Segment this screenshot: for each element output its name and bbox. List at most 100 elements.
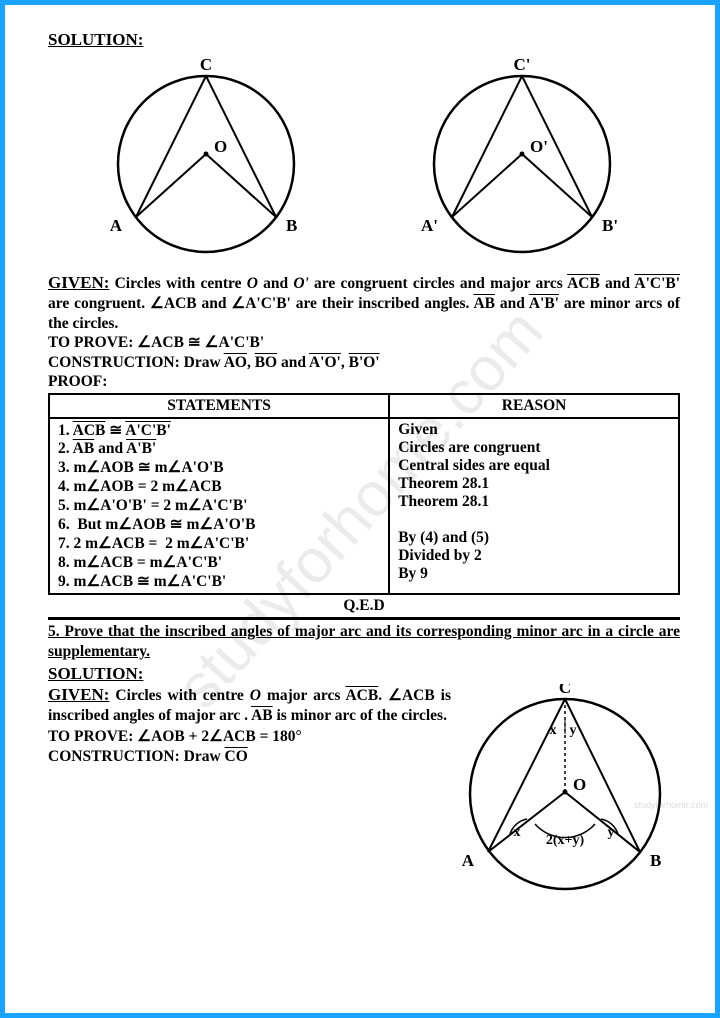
svg-text:B: B — [286, 216, 297, 235]
diagram-circle-1: C A B O — [96, 54, 316, 264]
table-header-row: STATEMENTS REASON — [49, 394, 679, 418]
seg: B'O' — [349, 354, 380, 371]
arc: AB — [473, 295, 495, 312]
arc: ACB — [345, 687, 378, 704]
svg-text:A: A — [110, 216, 123, 235]
table-row-reason: Given — [398, 421, 670, 439]
svg-text:C: C — [200, 55, 212, 74]
svg-text:x: x — [514, 825, 521, 840]
t: , — [247, 354, 255, 371]
construction-heading: CONSTRUCTION: — [48, 354, 180, 371]
table-row-stmt: 7. 2 m∠ACB = 2 m∠A'C'B' — [58, 534, 380, 553]
diagram-row: C A B O C' A' B' O' — [48, 54, 680, 264]
toprove-heading: TO PROVE: — [48, 334, 133, 351]
proof-table: STATEMENTS REASON 1. ACB ≅ A'C'B'2. AB a… — [48, 393, 680, 595]
svg-text:B': B' — [602, 216, 618, 235]
given-paragraph-2: GIVEN: Circles with centre O major arcs … — [48, 684, 451, 726]
table-row-stmt: 3. m∠AOB ≅ m∠A'O'B — [58, 458, 380, 477]
text: Circles with centre — [115, 275, 247, 292]
diagram-circle-2: C' A' B' O' — [412, 54, 632, 264]
to-prove-line-2: TO PROVE: ∠AOB + 2∠ACB = 180° — [48, 727, 451, 747]
t: and — [495, 295, 529, 312]
question-5: 5. Prove that the inscribed angles of ma… — [48, 622, 680, 662]
arc: AB — [251, 707, 273, 724]
t: Circles with centre — [115, 687, 249, 704]
t: Draw — [184, 748, 225, 765]
angle: ∠A'C'B' — [231, 295, 291, 312]
t: are congruent circles and major arcs — [309, 275, 567, 292]
proof-heading: PROOF: — [48, 373, 680, 391]
t: and — [258, 275, 293, 292]
svg-text:y: y — [608, 825, 615, 840]
table-row-stmt: 6. But m∠AOB ≅ m∠A'O'B — [58, 515, 380, 534]
svg-text:A': A' — [421, 216, 438, 235]
toprove-heading-2: TO PROVE: — [48, 728, 133, 745]
seg: AO — [224, 354, 247, 371]
page-content: SOLUTION: CABO C'A'B'O' GIVEN: Circles w… — [48, 30, 680, 906]
var-O: O — [250, 687, 261, 704]
arc: ACB — [567, 275, 600, 292]
given-heading: GIVEN: — [48, 273, 109, 292]
given-heading-2: GIVEN: — [48, 685, 109, 704]
arc: A'C'B' — [634, 275, 680, 292]
table-row-reason — [398, 511, 670, 529]
seg: A'O' — [309, 354, 341, 371]
qed-line: Q.E.D — [48, 595, 680, 620]
svg-text:A: A — [462, 851, 475, 870]
to-prove-line: TO PROVE: ∠ACB ≅ ∠A'C'B' — [48, 333, 680, 353]
solution-heading-2: SOLUTION: — [48, 664, 680, 684]
var-O: O — [247, 275, 258, 292]
t: Draw — [184, 354, 224, 371]
angle: ∠A'C'B' — [205, 334, 265, 351]
t: is minor arc of the circles. — [273, 707, 447, 724]
svg-text:2(x+y): 2(x+y) — [546, 833, 585, 848]
table-row-stmt: 1. ACB ≅ A'C'B' — [58, 421, 380, 440]
svg-text:C: C — [559, 684, 571, 697]
table-row-reason: Theorem 28.1 — [398, 493, 670, 511]
table-row-stmt: 4. m∠AOB = 2 m∠ACB — [58, 477, 380, 496]
seg: CO — [225, 748, 248, 765]
table-row-stmt: 9. m∠ACB ≅ m∠A'C'B' — [58, 572, 380, 591]
var-Op: O' — [293, 275, 309, 292]
table-row-reason: Theorem 28.1 — [398, 475, 670, 493]
t: are congruent. — [48, 295, 150, 312]
angle: ∠ACB — [388, 687, 435, 704]
t: . — [378, 687, 388, 704]
t: and — [277, 354, 309, 371]
col-statements: STATEMENTS — [49, 394, 389, 418]
arc: A'B' — [529, 295, 559, 312]
svg-text:x: x — [550, 723, 557, 738]
svg-text:O: O — [214, 137, 227, 156]
table-row-reason: By (4) and (5) — [398, 529, 670, 547]
angle: ∠ACB — [150, 295, 197, 312]
t: , — [341, 354, 349, 371]
t: major arcs — [261, 687, 346, 704]
svg-text:O: O — [573, 775, 586, 794]
construction-line-2: CONSTRUCTION: Draw CO — [48, 747, 451, 767]
construction-heading-2: CONSTRUCTION: — [48, 748, 180, 765]
svg-text:B: B — [650, 851, 661, 870]
construction-line: CONSTRUCTION: Draw AO, BO and A'O', B'O' — [48, 353, 680, 373]
table-row-reason: By 9 — [398, 565, 670, 583]
table-row-reason: Circles are congruent — [398, 439, 670, 457]
angle: ∠ACB — [137, 334, 184, 351]
table-row-stmt: 2. AB and A'B' — [58, 440, 380, 458]
col-reason: REASON — [389, 394, 679, 418]
table-row-stmt: 5. m∠A'O'B' = 2 m∠A'C'B' — [58, 496, 380, 515]
section-5-body: GIVEN: Circles with centre O major arcs … — [48, 684, 680, 906]
diagram-circle-3: CABOxyxy2(x+y) — [455, 684, 680, 906]
given-paragraph: GIVEN: Circles with centre O and O' are … — [48, 272, 680, 333]
equation: ∠AOB + 2∠ACB = 180° — [137, 728, 301, 745]
t: and — [197, 295, 232, 312]
seg: BO — [255, 354, 277, 371]
t: are their inscribed angles. — [291, 295, 474, 312]
solution-heading: SOLUTION: — [48, 30, 680, 50]
t: and — [600, 275, 635, 292]
svg-text:y: y — [570, 723, 577, 738]
op: ≅ — [184, 334, 205, 351]
svg-text:O': O' — [530, 137, 548, 156]
table-row-reason: Central sides are equal — [398, 457, 670, 475]
table-row-reason: Divided by 2 — [398, 547, 670, 565]
table-row-stmt: 8. m∠ACB = m∠A'C'B' — [58, 553, 380, 572]
svg-text:C': C' — [514, 55, 531, 74]
